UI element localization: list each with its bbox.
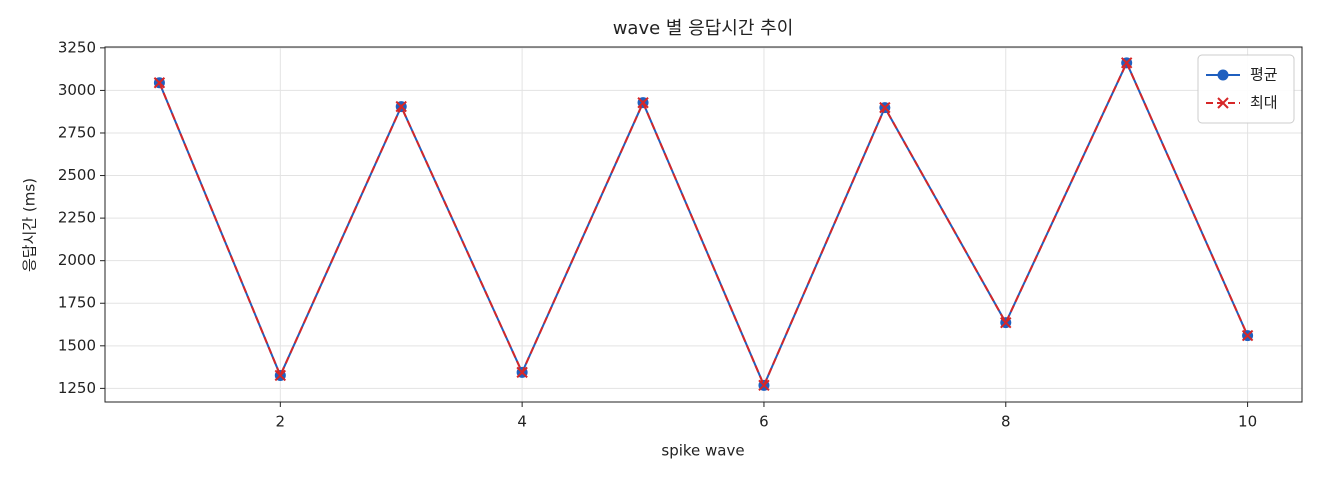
x-tick-label: 6 <box>759 413 769 431</box>
chart-title: wave 별 응답시간 추이 <box>613 18 794 39</box>
marker <box>758 379 770 392</box>
legend-label: 최대 <box>1250 94 1278 112</box>
marker <box>395 100 407 113</box>
line <box>158 60 1249 388</box>
y-tick-label: 2250 <box>58 209 96 227</box>
y-tick-label: 1500 <box>58 336 96 354</box>
marker <box>1120 57 1133 69</box>
marker <box>153 77 166 89</box>
marker <box>1000 316 1012 329</box>
x-axis-label: spike wave <box>661 442 744 460</box>
legend-label: 평균 <box>1250 66 1278 84</box>
x-tick-label: 8 <box>1001 413 1011 431</box>
legend-marker <box>1217 97 1229 109</box>
y-tick-label: 3000 <box>58 81 96 99</box>
y-tick-label: 1750 <box>58 294 96 312</box>
y-tick-label: 2000 <box>58 251 96 269</box>
legend-marker <box>1217 69 1229 81</box>
marker <box>879 101 891 114</box>
legend-box <box>1197 54 1295 124</box>
y-tick-label: 1250 <box>58 379 96 397</box>
plot-frame <box>104 46 1303 403</box>
y-axis-label: 응답시간 (ms) <box>21 178 39 272</box>
marker <box>1241 329 1254 342</box>
marker <box>274 369 287 382</box>
x-tick-label: 2 <box>276 413 286 431</box>
y-tick-label: 2750 <box>58 123 96 141</box>
x-tick-label: 4 <box>517 413 527 431</box>
marker <box>637 96 649 109</box>
line <box>158 60 1249 388</box>
x-tick-label: 10 <box>1238 413 1257 431</box>
y-tick-label: 3250 <box>58 38 96 56</box>
marker <box>516 366 528 379</box>
y-tick-label: 2500 <box>58 166 96 184</box>
